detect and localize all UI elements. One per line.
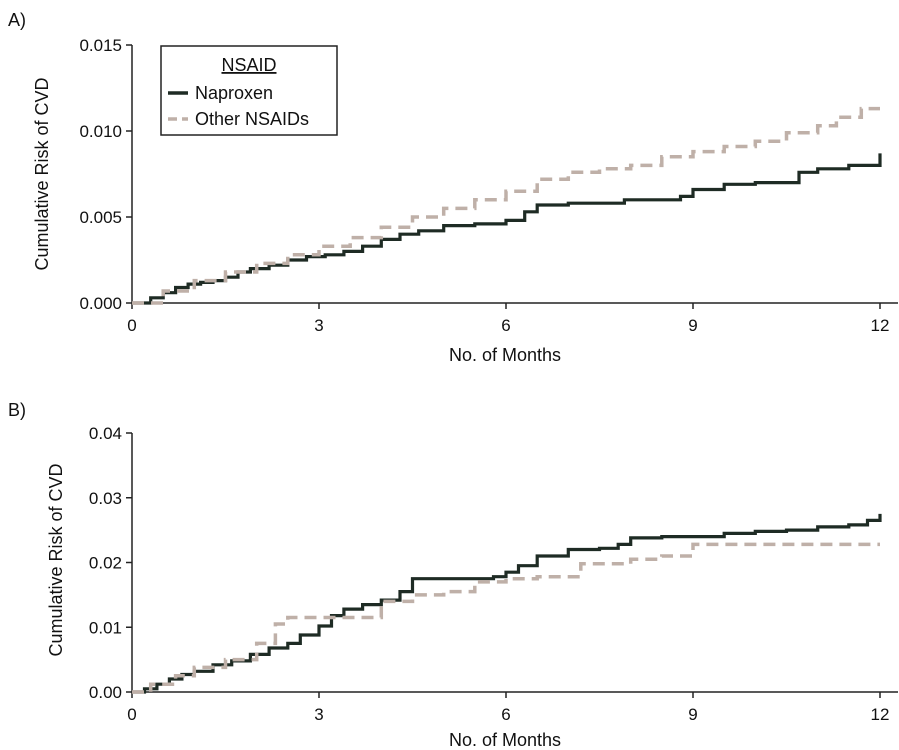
panel-b-y-tick-label: 0.04: [89, 424, 122, 443]
panel-a-axes: [131, 45, 898, 304]
panel-a-y-tick-label: 0.005: [79, 208, 122, 227]
panel-b-x-tick-label: 0: [127, 705, 136, 724]
panel-a-series-other-nsaids: [132, 106, 880, 305]
panel-b-series-naproxen: [132, 513, 882, 694]
panel-a-x-axis-title: No. of Months: [449, 345, 561, 365]
panel-a-x-tick-label: 0: [127, 316, 136, 335]
panel-a: A) No. of Months Cumulative Risk of CVD …: [8, 10, 898, 365]
panel-a-series-naproxen: [132, 153, 882, 305]
panel-a-y-axis-title: Cumulative Risk of CVD: [32, 77, 52, 270]
panel-b-x-tick-label: 6: [501, 705, 510, 724]
panel-a-y-tick-label: 0.010: [79, 122, 122, 141]
legend-other-nsaids-label: Other NSAIDs: [195, 109, 309, 129]
panel-a-x-tick-label: 6: [501, 316, 510, 335]
legend-box: [160, 45, 338, 136]
panel-b-series-other-nsaids: [132, 542, 880, 694]
panel-b-x-tick-label: 12: [871, 705, 890, 724]
panel-a-series: [132, 106, 882, 305]
panel-b-y-tick-label: 0.03: [89, 489, 122, 508]
panel-b-series: [132, 513, 882, 694]
panel-a-ticks: 0 3 6 9 12 0.000 0.005 0.010 0.015: [79, 36, 889, 335]
panel-a-y-tick-label: 0.000: [79, 294, 122, 313]
panel-b-y-tick-label: 0.02: [89, 554, 122, 573]
panel-b-y-tick-label: 0.01: [89, 618, 122, 637]
legend-title: NSAID: [221, 55, 276, 75]
legend-naproxen-label: Naproxen: [195, 83, 273, 103]
panel-b: B) No. of Months Cumulative Risk of CVD …: [8, 400, 898, 750]
panel-b-ticks: 0 3 6 9 12 0.00 0.01 0.02 0.03 0.04: [89, 424, 890, 724]
panel-a-x-tick-label: 3: [314, 316, 323, 335]
panel-b-axes: [131, 433, 898, 693]
panel-a-x-tick-label: 12: [871, 316, 890, 335]
panel-b-label: B): [8, 400, 26, 420]
panel-a-label: A): [8, 10, 26, 30]
panel-b-y-tick-label: 0.00: [89, 683, 122, 702]
panel-b-x-tick-label: 9: [688, 705, 697, 724]
panel-a-x-tick-label: 9: [688, 316, 697, 335]
panel-b-y-axis-title: Cumulative Risk of CVD: [46, 463, 66, 656]
legend: NSAID Naproxen Other NSAIDs: [160, 45, 338, 136]
panel-b-x-tick-label: 3: [314, 705, 323, 724]
panel-b-x-axis-title: No. of Months: [449, 730, 561, 750]
panel-a-y-tick-label: 0.015: [79, 36, 122, 55]
